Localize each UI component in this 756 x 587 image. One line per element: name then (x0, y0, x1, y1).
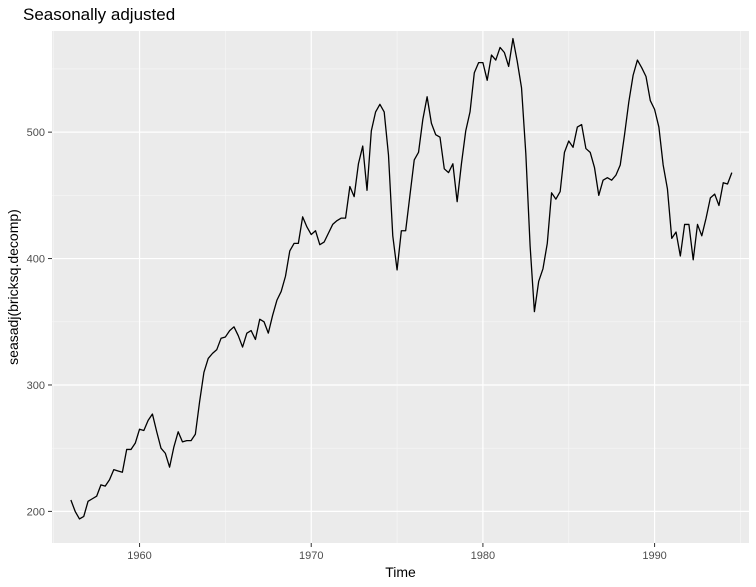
series-layer (70, 37, 733, 520)
x-tick-label: 1970 (299, 550, 323, 562)
y-tick-label: 400 (27, 254, 45, 266)
y-tick-label: 300 (27, 380, 45, 392)
x-axis-title: Time (385, 564, 416, 580)
plot-panel (52, 31, 749, 543)
y-tick-label: 500 (27, 127, 45, 139)
chart-title: Seasonally adjusted (23, 5, 175, 24)
x-tick-label: 1960 (127, 550, 151, 562)
y-tick-label: 200 (27, 506, 45, 518)
x-tick-label: 1990 (642, 550, 666, 562)
major-gridlines (52, 31, 749, 543)
minor-gridlines (52, 31, 749, 543)
x-tick-label: 1980 (471, 550, 495, 562)
x-axis: 1960 1970 1980 1990 (127, 543, 667, 562)
series-line (70, 37, 733, 520)
y-axis: 200 300 400 500 (27, 127, 52, 518)
y-axis-title: seasadj(bricksq.decomp) (5, 209, 21, 365)
